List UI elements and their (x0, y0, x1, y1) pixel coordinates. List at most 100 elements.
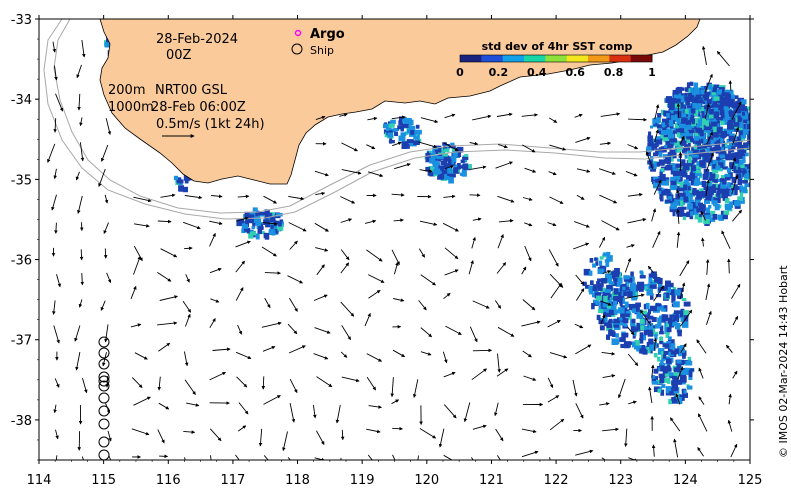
sst-pixel (669, 106, 675, 111)
sst-pixel (713, 84, 720, 89)
current-arrow (100, 144, 109, 162)
sst-pixel (679, 310, 684, 318)
sst-pixel (720, 194, 725, 199)
current-arrow (313, 294, 328, 301)
sst-pixel (716, 192, 721, 197)
sst-pixel (664, 373, 670, 377)
sst-pixel (443, 155, 449, 162)
sst-pixel (726, 89, 734, 94)
current-arrow (716, 50, 730, 67)
sst-pixel (588, 270, 593, 276)
current-arrow (391, 115, 406, 120)
sst-pixel (602, 303, 608, 308)
sst-pixel (753, 143, 756, 149)
sst-pixel (657, 113, 662, 118)
sst-pixel (612, 321, 616, 328)
sst-pixel (693, 88, 700, 95)
current-arrow (576, 168, 591, 173)
sst-pixel (688, 122, 692, 129)
current-arrow (160, 193, 176, 198)
sst-pixel (655, 148, 662, 155)
current-arrow (186, 402, 200, 407)
sst-pixel (658, 373, 666, 379)
current-arrow (601, 457, 607, 460)
sst-pixel (629, 304, 636, 311)
sst-pixel (661, 308, 667, 312)
copyright-credit: © IMOS 02-Mar-2024 14:43 Hobart (777, 265, 790, 458)
current-arrow (103, 222, 109, 235)
current-arrow (340, 218, 353, 223)
current-arrow (264, 271, 281, 275)
sst-pixel (244, 211, 250, 219)
sst-pixel (728, 135, 735, 141)
x-tick-label: 114 (27, 473, 52, 488)
x-tick-label: 116 (156, 473, 181, 488)
current-arrow (420, 274, 436, 286)
current-arrow (367, 116, 378, 121)
sst-pixel (738, 200, 745, 204)
sst-pixel (589, 258, 594, 263)
sst-pixel (701, 180, 707, 188)
sst-pixel (600, 287, 607, 292)
current-arrow (107, 430, 112, 442)
sst-pixel (693, 134, 699, 141)
sst-pixel (649, 284, 657, 289)
sst-pixel (659, 194, 664, 200)
current-arrow (133, 255, 141, 275)
colorbar-ticks: 0 0.2 0.4 0.6 0.8 1 (456, 66, 656, 79)
colorbar-segment (524, 55, 546, 62)
sst-pixel (724, 188, 731, 195)
current-arrow (522, 299, 536, 311)
sst-pixel (608, 281, 615, 285)
current-arrow (390, 377, 395, 398)
sst-pixel (717, 197, 721, 203)
current-arrow (263, 455, 272, 460)
sst-pixel (670, 143, 674, 148)
y-tick-label: -38 (11, 414, 32, 429)
current-arrow (549, 144, 567, 151)
sst-pixel (683, 389, 687, 394)
sst-pixel (436, 155, 444, 160)
sst-pixel (674, 123, 679, 131)
sst-pixel (705, 186, 712, 193)
current-arrow (209, 428, 222, 442)
current-arrow (624, 428, 628, 447)
current-arrow (721, 230, 731, 249)
sst-pixel (665, 280, 671, 287)
sst-pixel (595, 261, 599, 266)
current-arrow (53, 325, 60, 344)
sst-pixel (442, 142, 447, 146)
sst-pixel (620, 343, 627, 349)
current-arrow (98, 168, 106, 187)
current-arrow (549, 457, 551, 460)
sst-pixel (667, 158, 671, 165)
current-arrow (496, 112, 513, 117)
sst-pixel (401, 142, 408, 149)
sst-pixel (603, 295, 608, 303)
sst-pixel (400, 124, 404, 132)
sst-pixel (698, 93, 704, 97)
x-tick-label: 121 (479, 473, 504, 488)
sst-pixel (653, 152, 659, 157)
current-arrow (54, 222, 58, 234)
sst-pixel (701, 118, 707, 126)
sst-pixel (713, 125, 717, 133)
sst-pixel (606, 255, 613, 262)
sst-pixel (679, 394, 685, 401)
current-arrow (209, 371, 227, 381)
sst-pixel (655, 144, 659, 148)
current-arrow (340, 196, 356, 204)
contour-200m (53, 19, 750, 214)
sst-pixel (678, 349, 685, 357)
sst-pixel (430, 172, 436, 177)
sst-pixel (681, 321, 689, 328)
sst-pixel (677, 314, 682, 319)
colorbar-tick-label: 0.4 (527, 66, 547, 79)
current-arrow (81, 40, 86, 58)
sst-pixel (245, 219, 250, 223)
current-arrow (420, 351, 432, 356)
sst-pixel (426, 153, 432, 157)
sst-pixel (393, 128, 400, 132)
sst-pixel (398, 120, 404, 126)
